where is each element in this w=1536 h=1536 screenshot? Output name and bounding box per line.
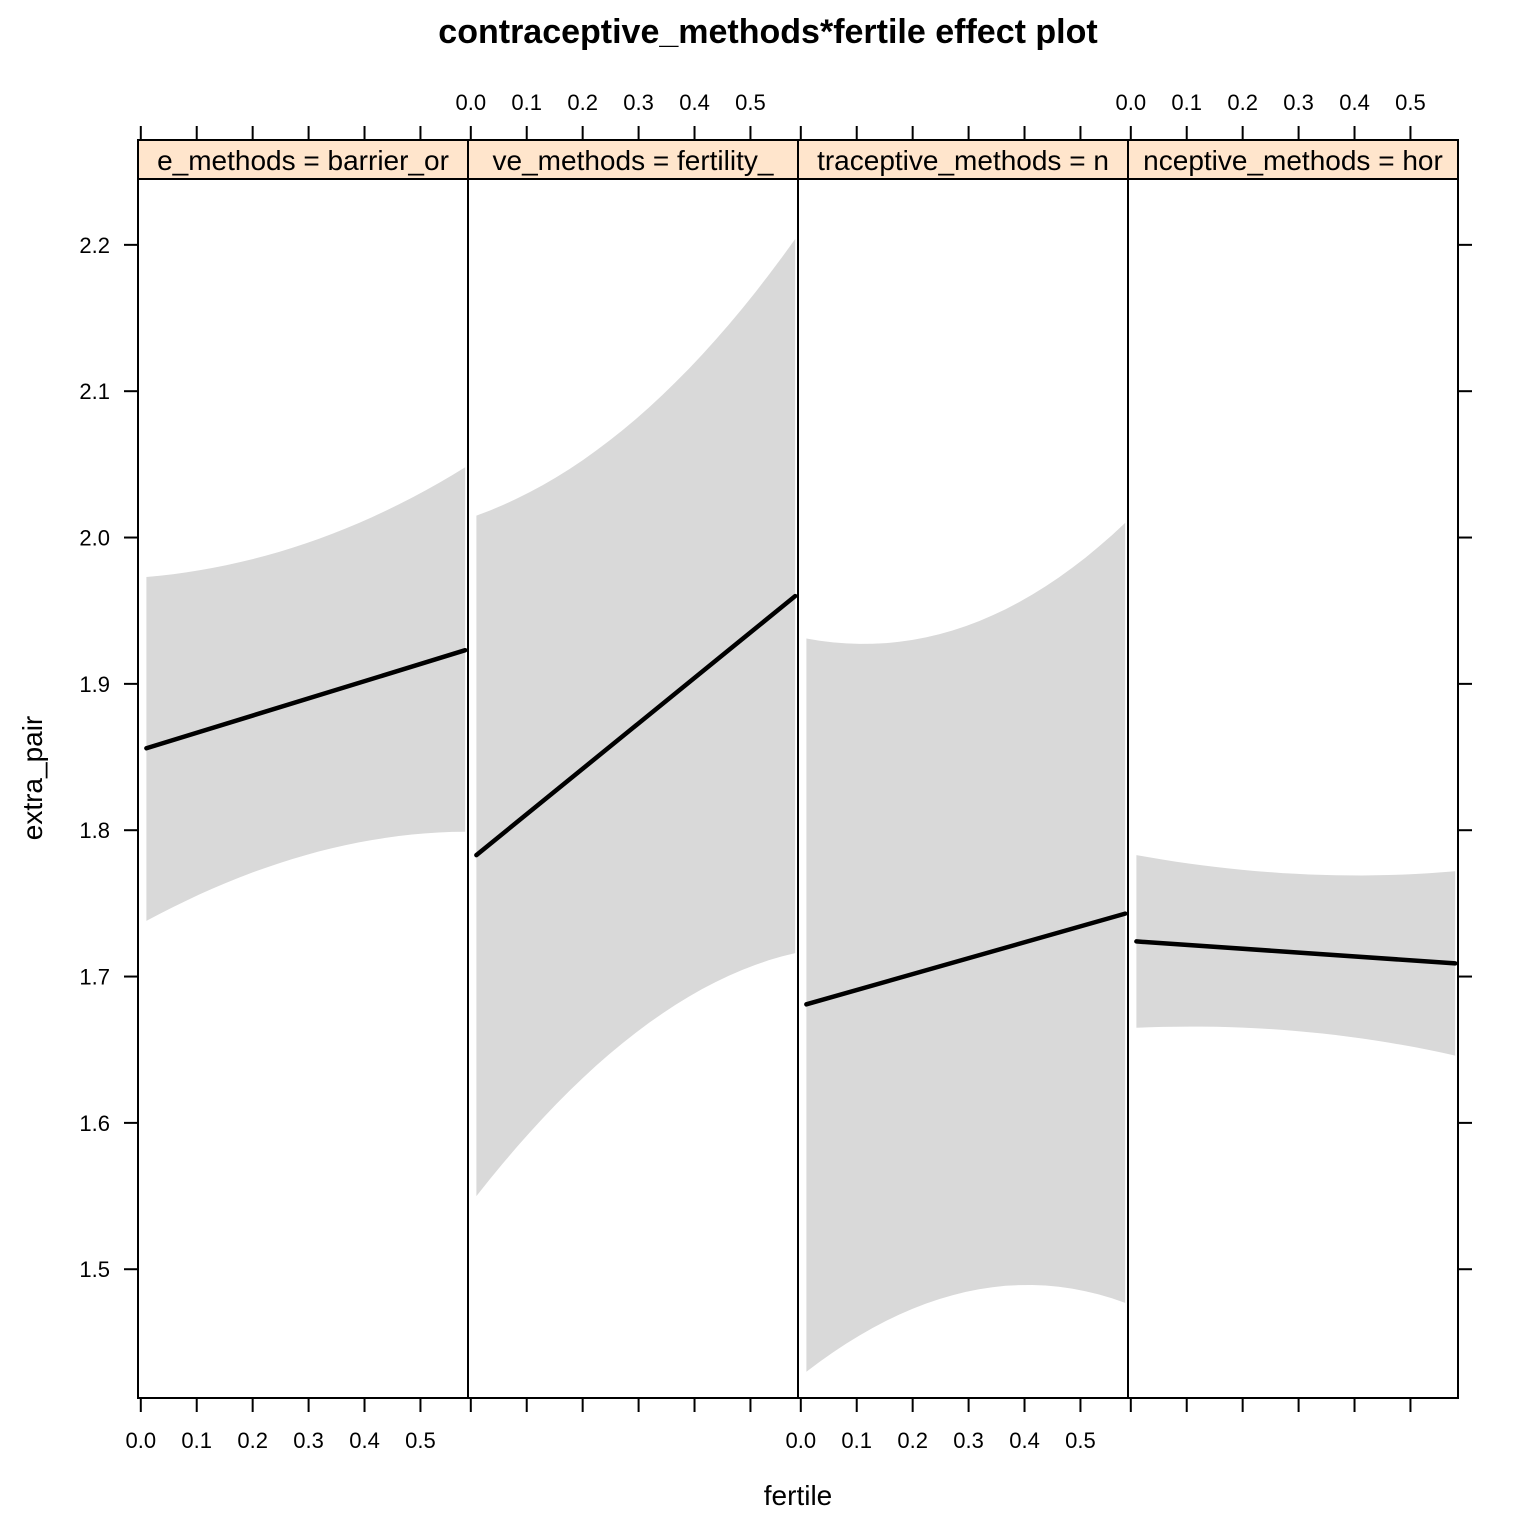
y-axis-title: extra_pair bbox=[17, 716, 48, 841]
strip-3 bbox=[797, 139, 1129, 180]
y-tick-label-3: 1.7 bbox=[79, 965, 110, 990]
x-tick-label-top-p2-5: 0.4 bbox=[679, 90, 710, 115]
y-tick-label-5: 1.9 bbox=[79, 672, 110, 697]
x-tick-label-bottom-p3-6: 0.5 bbox=[1065, 1428, 1096, 1453]
x-tick-label-bottom-p3-3: 0.2 bbox=[897, 1428, 928, 1453]
y-tick-label-6: 2.0 bbox=[79, 526, 110, 551]
x-tick-label-bottom-p1-5: 0.4 bbox=[349, 1428, 380, 1453]
x-tick-label-bottom-p1-2: 0.1 bbox=[181, 1428, 212, 1453]
x-tick-label-bottom-p3-1: 0.0 bbox=[785, 1428, 816, 1453]
x-tick-label-bottom-p3-2: 0.1 bbox=[841, 1428, 872, 1453]
y-tick-label-1: 1.5 bbox=[79, 1257, 110, 1282]
fit-line-4 bbox=[1134, 939, 1458, 966]
x-tick-label-bottom-p1-4: 0.3 bbox=[293, 1428, 324, 1453]
x-tick-label-top-p4-4: 0.3 bbox=[1283, 90, 1314, 115]
x-tick-label-top-p4-5: 0.4 bbox=[1339, 90, 1370, 115]
x-tick-label-bottom-p3-4: 0.3 bbox=[953, 1428, 984, 1453]
strip-label-1: e_methods = barrier_or bbox=[157, 145, 449, 176]
x-tick-label-bottom-p3-5: 0.4 bbox=[1009, 1428, 1040, 1453]
strip-label-3: traceptive_methods = n bbox=[817, 145, 1109, 176]
x-tick-label-top-p4-3: 0.2 bbox=[1227, 90, 1258, 115]
x-tick-label-top-p2-4: 0.3 bbox=[623, 90, 654, 115]
confidence-band-4 bbox=[1136, 855, 1456, 1056]
y-tick-label-2: 1.6 bbox=[79, 1111, 110, 1136]
fit-line-1 bbox=[144, 647, 468, 751]
x-tick-label-top-p2-6: 0.5 bbox=[735, 90, 766, 115]
x-tick-label-bottom-p1-1: 0.0 bbox=[125, 1428, 156, 1453]
x-tick-label-bottom-p1-3: 0.2 bbox=[237, 1428, 268, 1453]
x-tick-label-bottom-p1-6: 0.5 bbox=[405, 1428, 436, 1453]
plot-area: e_methods = barrier_or 0.0 0.1 0.2 0.3 0.4 0.5… bbox=[79, 90, 1472, 1453]
x-tick-label-top-p2-2: 0.1 bbox=[511, 90, 542, 115]
fit-line-2 bbox=[474, 593, 798, 858]
y-tick-label-7: 2.1 bbox=[79, 379, 110, 404]
y-tick-label-8: 2.2 bbox=[79, 233, 110, 258]
confidence-band-1 bbox=[146, 467, 466, 921]
x-tick-label-top-p4-2: 0.1 bbox=[1171, 90, 1202, 115]
x-axis-title: fertile bbox=[764, 1480, 832, 1511]
confidence-band-3 bbox=[806, 522, 1126, 1372]
strip-label-4: nceptive_methods = hor bbox=[1143, 145, 1443, 176]
x-tick-label-top-p4-1: 0.0 bbox=[1115, 90, 1146, 115]
confidence-band-2 bbox=[476, 239, 796, 1197]
x-tick-label-top-p2-1: 0.0 bbox=[455, 90, 486, 115]
y-tick-label-4: 1.8 bbox=[79, 818, 110, 843]
fit-line-3 bbox=[804, 911, 1128, 1007]
chart-title: contraceptive_methods*fertile effect plo… bbox=[438, 13, 1097, 51]
strip-label-2: ve_methods = fertility_ bbox=[493, 145, 774, 176]
x-tick-label-top-p4-6: 0.5 bbox=[1395, 90, 1426, 115]
panel-frame-4 bbox=[1127, 139, 1459, 1399]
x-tick-label-top-p2-3: 0.2 bbox=[567, 90, 598, 115]
